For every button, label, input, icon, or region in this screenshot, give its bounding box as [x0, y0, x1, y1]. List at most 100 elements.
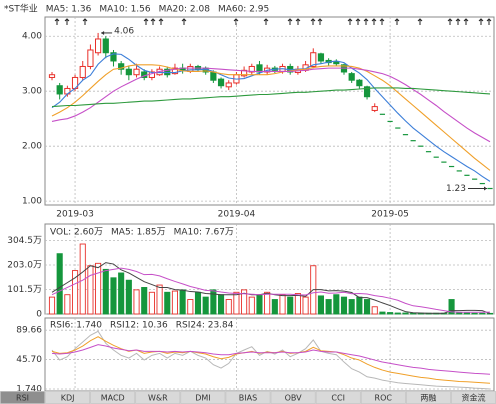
tab[interactable]: 两融: [406, 391, 451, 404]
candle-body: [348, 73, 355, 81]
tab[interactable]: 资金流: [451, 391, 496, 404]
volume-bar: [194, 291, 202, 315]
y-tick-label: 2.00: [22, 142, 42, 152]
candle-body: [110, 52, 117, 62]
tab-label[interactable]: CCI: [331, 394, 345, 403]
tab[interactable]: BIAS: [225, 391, 271, 404]
candle-body: [356, 79, 363, 87]
volume-bar: [64, 294, 71, 315]
legend-entry: RSI24: 23.84: [176, 321, 234, 331]
legend-entry: MA10: 7.67万: [174, 228, 234, 238]
candle-body: [248, 65, 255, 73]
candle-body: [225, 82, 232, 88]
rsi-line: [51, 330, 491, 390]
candle-body: [171, 67, 179, 75]
tab[interactable]: RSI: [0, 391, 45, 404]
legend-entry: MA10: 1.56: [99, 5, 151, 15]
tab[interactable]: OBV: [270, 391, 316, 404]
candle-body: [95, 38, 102, 54]
volume-bar: [110, 277, 117, 315]
tab-label[interactable]: DMI: [195, 394, 210, 403]
volume-bar: [379, 311, 386, 315]
volume-bar: [387, 312, 394, 315]
candle-body: [102, 38, 109, 54]
volume-bar: [210, 289, 217, 315]
volume-bar: [95, 262, 102, 315]
volume-bar: [302, 296, 309, 315]
tab[interactable]: ROC: [360, 391, 406, 404]
volume-bar: [402, 312, 409, 315]
volume-bar: [271, 299, 278, 315]
price-frame: [44, 16, 495, 206]
volume-bar: [179, 289, 186, 315]
volume-bar: [218, 294, 225, 315]
ma-line: [51, 53, 491, 182]
volume-bar: [156, 284, 163, 315]
tab-label[interactable]: 两融: [420, 393, 436, 403]
legend-entry: VOL: 2.60万: [50, 228, 103, 238]
volume-bar: [248, 296, 255, 315]
volume-bar: [225, 299, 232, 315]
volume-bar: [187, 299, 194, 315]
candle-body: [371, 106, 378, 111]
ma-line: [51, 87, 491, 108]
volume-bar: [125, 279, 132, 315]
volume-bar: [456, 312, 463, 315]
event-markers: [54, 18, 492, 25]
ma-line: [51, 64, 491, 171]
tab-label[interactable]: ROC: [375, 394, 393, 403]
volume-bar: [264, 291, 271, 315]
x-tick-label: 2019-05: [371, 210, 409, 220]
tab[interactable]: MACD: [90, 391, 136, 404]
tab-label[interactable]: RSI: [16, 394, 29, 403]
annotation-arrowhead: [484, 186, 487, 191]
tab-label[interactable]: OBV: [285, 394, 303, 403]
volume-bar: [471, 312, 478, 315]
volume-bar: [148, 291, 155, 315]
legend-entry: MA60: 2.95: [218, 5, 269, 15]
y-tick-label: 89.66: [16, 326, 42, 336]
tab-label[interactable]: BIAS: [239, 394, 257, 403]
candle-body: [317, 53, 325, 62]
volume-bar: [87, 265, 94, 315]
volume-bar: [141, 287, 148, 315]
legend-entry: MA5: 1.85万: [111, 228, 166, 238]
volume-bar: [348, 299, 355, 315]
volume-bar: [241, 289, 248, 315]
volume-bar: [325, 299, 332, 315]
tab-label[interactable]: 资金流: [461, 393, 485, 403]
candle-body: [187, 65, 194, 72]
y-tick-label: 1.00: [22, 197, 42, 207]
x-tick-label: 2019-03: [56, 210, 94, 220]
tab[interactable]: DMI: [180, 391, 226, 404]
y-tick-label: 0: [36, 310, 42, 320]
tab[interactable]: W&R: [135, 391, 181, 404]
y-tick-label: 45.70: [16, 355, 42, 365]
tab[interactable]: KDJ: [45, 391, 90, 404]
candle-body: [56, 85, 63, 95]
volume-bar: [340, 296, 348, 315]
volume-bar: [202, 296, 209, 315]
legend-entry: RSI12: 10.36: [110, 321, 168, 331]
candle-body: [87, 49, 94, 67]
y-tick-label: 4.00: [22, 32, 42, 42]
volume-bar: [294, 293, 301, 315]
legend-entry: *ST华业: [4, 3, 38, 15]
tab-label[interactable]: W&R: [148, 394, 168, 403]
y-tick-label: 1.740: [16, 384, 42, 394]
candle-body: [256, 64, 263, 73]
x-tick-label: 2019-04: [218, 210, 256, 220]
volume-bar: [333, 294, 340, 315]
tab[interactable]: CCI: [315, 391, 361, 404]
volume-bar: [48, 296, 56, 315]
candle-body: [118, 63, 125, 70]
annotation-arrowhead: [101, 30, 105, 35]
volume-bar: [287, 296, 294, 315]
volume-bar: [164, 291, 171, 315]
y-tick-label: 101.5万: [7, 285, 42, 295]
annotation: 1.23: [446, 184, 466, 194]
annotation: 4.06: [114, 26, 134, 36]
volume-bar: [279, 294, 286, 315]
tab-label[interactable]: KDJ: [61, 394, 75, 403]
tab-label[interactable]: MACD: [101, 394, 125, 403]
